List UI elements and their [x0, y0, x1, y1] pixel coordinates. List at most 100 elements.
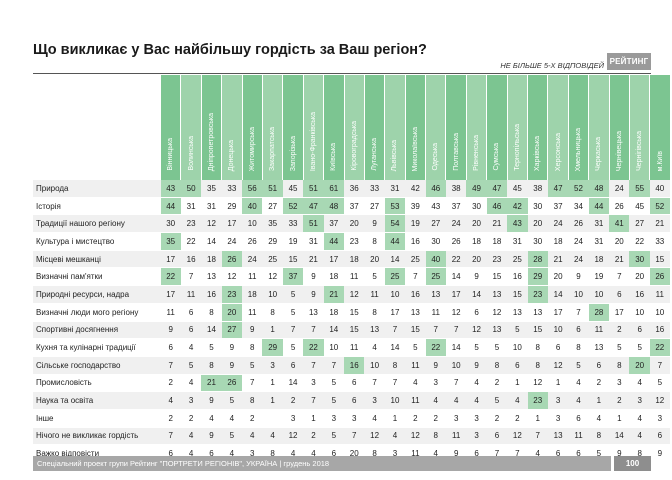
value-cell: 20 [466, 250, 487, 269]
value-cell: 20 [364, 250, 385, 269]
value-cell: 30 [527, 197, 548, 216]
value-cell: 36 [344, 180, 365, 198]
value-cell: 8 [384, 356, 406, 375]
region-header: Чернігівська [628, 75, 650, 180]
value-cell: 23 [527, 285, 548, 304]
value-cell: 4 [180, 427, 202, 446]
value-cell: 8 [588, 427, 610, 446]
region-header: Миколаївська [404, 75, 426, 180]
value-cell: 27 [221, 321, 243, 340]
value-cell: 14 [445, 338, 467, 357]
row-category: Промисловість [33, 374, 161, 393]
value-cell: 4 [180, 338, 202, 357]
value-cell: 31 [588, 214, 610, 234]
region-label: Сумська [493, 143, 501, 171]
value-cell: 31 [201, 197, 222, 216]
region-header: м.Київ [649, 75, 670, 180]
value-cell: 5 [649, 374, 670, 393]
value-cell: 9 [242, 321, 263, 340]
row-category: Спортивні досягнення [33, 321, 161, 340]
value-cell: 16 [344, 356, 365, 375]
value-cell: 13 [201, 267, 222, 287]
value-cell: 25 [507, 250, 528, 269]
value-cell: 4 [221, 409, 243, 428]
value-cell: 4 [629, 374, 650, 393]
value-cell: 25 [262, 250, 283, 269]
value-cell: 17 [609, 303, 630, 322]
value-cell: 26 [445, 232, 467, 251]
value-cell: 11 [344, 338, 365, 357]
value-cell: 5 [323, 391, 345, 410]
value-cell: 28 [588, 303, 610, 322]
value-cell: 15 [486, 267, 508, 287]
value-cell: 38 [445, 180, 467, 198]
region-header: Запорізька [282, 75, 304, 180]
value-cell: 8 [486, 356, 508, 375]
value-cell: 6 [609, 285, 630, 304]
value-cell: 18 [323, 303, 345, 322]
table-row: Визначні пам'ятки 22 7 13 12 11 12 37 9 18 11 5 25 7 2… [33, 267, 670, 287]
value-cell: 52 [282, 197, 304, 216]
value-cell: 6 [507, 356, 528, 375]
value-cell: 6 [649, 427, 670, 446]
value-cell: 11 [568, 427, 589, 446]
value-cell: 13 [486, 285, 508, 304]
value-cell: 14 [201, 321, 222, 340]
value-cell: 51 [262, 180, 283, 198]
value-cell: 16 [649, 321, 670, 340]
value-cell: 5 [364, 267, 385, 287]
value-cell: 9 [649, 444, 670, 463]
value-cell: 18 [242, 285, 263, 304]
value-cell: 2 [405, 409, 426, 428]
value-cell: 5 [221, 427, 243, 446]
value-cell: 11 [405, 356, 426, 375]
value-cell: 44 [384, 232, 406, 251]
value-cell: 46 [425, 180, 446, 198]
value-cell: 16 [507, 267, 528, 287]
value-cell: 8 [425, 427, 446, 446]
value-cell: 6 [282, 356, 304, 375]
region-label: Полтавська [452, 133, 460, 171]
value-cell: 14 [282, 374, 304, 393]
value-cell: 46 [486, 197, 508, 216]
value-cell: 29 [221, 197, 243, 216]
value-cell: 48 [323, 197, 345, 216]
value-cell: 11 [445, 427, 467, 446]
value-cell: 1 [527, 409, 548, 428]
value-cell: 33 [221, 180, 243, 198]
value-cell: 31 [180, 197, 202, 216]
value-cell: 10 [364, 356, 385, 375]
value-cell: 8 [201, 303, 222, 322]
value-cell: 12 [445, 303, 467, 322]
value-cell: 3 [466, 427, 487, 446]
value-cell: 10 [629, 303, 650, 322]
value-cell: 11 [160, 303, 181, 322]
value-cell: 48 [588, 180, 610, 198]
value-cell: 4 [568, 374, 589, 393]
value-cell: 37 [323, 214, 345, 234]
region-header: Одеська [425, 75, 446, 180]
value-cell: 14 [201, 232, 222, 251]
value-cell: 8 [609, 356, 630, 375]
value-cell: 34 [568, 197, 589, 216]
value-cell: 18 [344, 250, 365, 269]
table-row: Місцеві мешканці 17 16 18 26 24 25 15 21 17 18 20 14… [33, 250, 670, 269]
value-cell: 29 [262, 232, 283, 251]
row-category: Місцеві мешканці [33, 250, 161, 269]
value-cell: 10 [649, 303, 670, 322]
value-cell: 27 [629, 214, 650, 234]
value-cell: 4 [180, 374, 202, 393]
value-cell: 12 [262, 267, 283, 287]
region-label: Хмельницька [575, 127, 582, 171]
region-header-row: Вінницька Волинська Дніпропетровська Донець… [33, 75, 670, 180]
value-cell: 5 [486, 338, 508, 357]
value-cell: 3 [547, 391, 569, 410]
value-cell: 9 [303, 285, 324, 304]
value-cell: 16 [201, 285, 222, 304]
value-cell: 11 [242, 303, 263, 322]
value-cell: 5 [507, 321, 528, 340]
region-label: Дніпропетровська [207, 112, 215, 171]
value-cell: 11 [405, 391, 426, 410]
region-header: Рівненська [465, 75, 487, 180]
value-cell: 4 [507, 391, 528, 410]
